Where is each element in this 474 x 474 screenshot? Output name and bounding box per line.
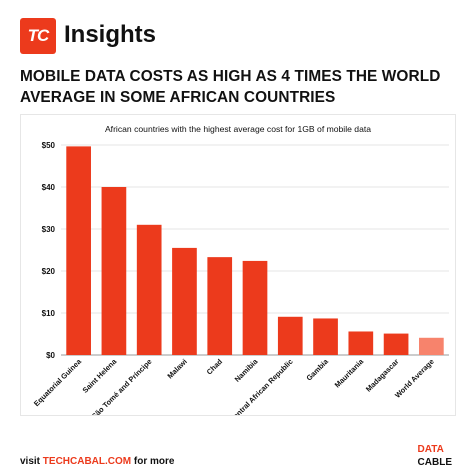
footer-suffix: for more xyxy=(133,456,175,467)
headline: MOBILE DATA COSTS AS HIGH AS 4 TIMES THE… xyxy=(20,68,441,107)
bar xyxy=(207,257,233,355)
techcabal-logo: TC xyxy=(20,18,56,54)
footer-prefix: visit xyxy=(20,456,41,467)
bar xyxy=(277,316,303,355)
chart-panel: African countries with the highest avera… xyxy=(20,114,456,424)
bar xyxy=(66,146,91,355)
x-tick-label: Gambia xyxy=(304,356,330,382)
datacable-line2: CABLE xyxy=(417,456,452,468)
datacable-badge: DATA CABLE xyxy=(418,444,452,469)
x-tick-label: Equatorial Guinea xyxy=(32,356,84,408)
x-tick-label: Central African Republic xyxy=(228,357,295,415)
y-tick-label: $0 xyxy=(46,351,55,360)
bar xyxy=(348,331,374,355)
bar xyxy=(172,247,197,355)
footer-site-link[interactable]: TECHCABAL.COM xyxy=(42,456,132,467)
datacable-line1: DATA xyxy=(417,444,444,455)
y-tick-label: $50 xyxy=(42,141,56,150)
y-tick-label: $40 xyxy=(42,183,56,192)
x-tick-label: Malawi xyxy=(165,357,189,381)
chart-title: African countries with the highest avera… xyxy=(105,124,371,134)
brand-title: Insights xyxy=(64,21,157,48)
x-tick-label: Saint Helena xyxy=(81,356,119,394)
x-tick-label: Madagascar xyxy=(364,357,401,394)
bar xyxy=(383,333,409,355)
bar xyxy=(419,337,444,355)
x-tick-label: Chad xyxy=(205,357,225,377)
x-tick-label: São Tomé and Príncipe xyxy=(90,357,154,415)
y-tick-label: $20 xyxy=(42,267,56,276)
x-tick-label: Namibia xyxy=(233,356,260,383)
x-tick-label: Mauritania xyxy=(333,356,366,389)
bar xyxy=(242,260,268,355)
bar xyxy=(136,224,162,355)
y-tick-label: $10 xyxy=(42,309,56,318)
footer-link-text: visit TECHCABAL.COM for more xyxy=(20,456,174,467)
bar xyxy=(101,187,127,355)
bar xyxy=(313,318,338,355)
bar-chart: African countries with the highest avera… xyxy=(32,124,449,424)
y-tick-label: $30 xyxy=(42,225,56,234)
